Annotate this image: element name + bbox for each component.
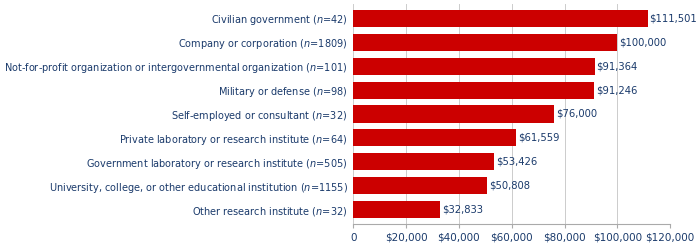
Bar <box>353 177 487 194</box>
Text: $50,808: $50,808 <box>489 181 531 191</box>
Bar <box>353 129 516 146</box>
Text: $111,501: $111,501 <box>649 14 698 23</box>
Bar <box>353 34 617 51</box>
Text: $32,833: $32,833 <box>442 205 483 214</box>
Bar <box>353 82 594 99</box>
Text: $53,426: $53,426 <box>496 157 538 167</box>
Bar <box>353 153 494 170</box>
Text: $61,559: $61,559 <box>518 133 559 143</box>
Text: $76,000: $76,000 <box>556 109 597 119</box>
Bar <box>353 105 554 123</box>
Text: $91,246: $91,246 <box>596 85 637 95</box>
Bar <box>353 58 595 75</box>
Text: $91,364: $91,364 <box>596 61 637 71</box>
Bar <box>353 10 648 27</box>
Bar <box>353 201 440 218</box>
Text: $100,000: $100,000 <box>619 37 666 47</box>
